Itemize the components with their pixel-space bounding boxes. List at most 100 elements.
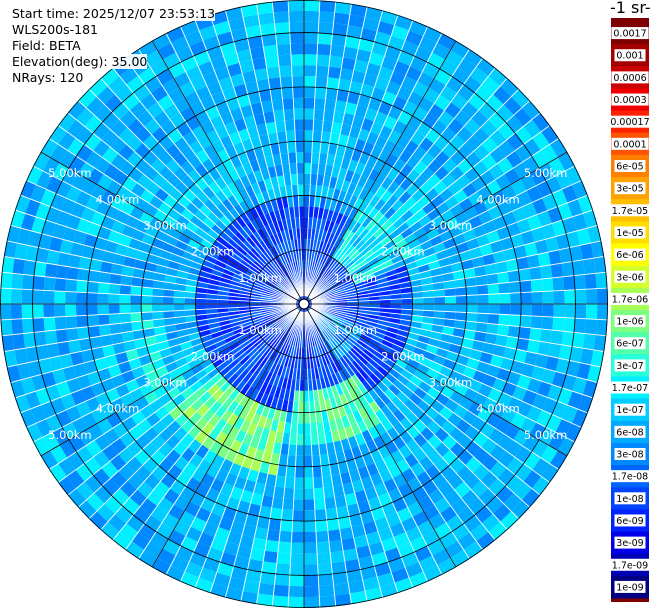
ray-gate [285, 411, 293, 423]
ray-gate [376, 365, 389, 377]
ray-gate [352, 326, 364, 334]
ray-gate [363, 249, 375, 260]
ray-gate [115, 84, 134, 103]
ray-separator [57, 308, 298, 484]
ray-gate [172, 201, 186, 215]
ray-gate [184, 244, 198, 256]
ray-gate [267, 278, 278, 287]
ray-gate [547, 206, 563, 224]
ray-gate [343, 391, 354, 404]
ray-gate [282, 97, 294, 110]
ray-gate [261, 292, 273, 298]
ray-gate [109, 323, 122, 335]
ray-gate [368, 238, 380, 250]
ray-gate [339, 356, 349, 368]
ray-gate [173, 426, 188, 442]
ray-gate [335, 383, 344, 396]
colorbar-tick-bg [611, 93, 649, 106]
ray-gate [437, 557, 456, 575]
ray-gate [500, 511, 519, 530]
ray-gate [432, 42, 451, 60]
ray-gate [489, 354, 504, 368]
colorbar-tick-bg [614, 536, 646, 549]
ray-gate [476, 284, 489, 295]
range-ring-label: 3.00km [429, 219, 472, 233]
ray-gate [555, 233, 570, 250]
ray-gate [52, 368, 67, 385]
ray-gate [522, 434, 540, 452]
ray-gate [422, 290, 435, 298]
ray-gate [273, 486, 285, 499]
ray-gate [358, 368, 370, 380]
ray-gate [304, 455, 313, 467]
ray-gate [93, 122, 111, 141]
ray-gate [222, 435, 235, 450]
ray-separator [310, 124, 551, 300]
ray-gate [315, 345, 321, 357]
ray-gate [268, 77, 282, 90]
ray-gate [322, 420, 332, 433]
ray-gate [205, 487, 221, 503]
ray-gate [342, 354, 352, 366]
ray-gate [252, 284, 264, 291]
ray-gate [280, 354, 288, 366]
range-ring-label: 3.00km [143, 219, 186, 233]
ray-gate [480, 471, 498, 489]
ray-separator [1, 271, 297, 304]
ray-gate [500, 78, 519, 97]
ray-gate [572, 259, 585, 276]
ray-gate [351, 374, 362, 386]
ray-gate [286, 141, 297, 153]
ray-gate [342, 257, 353, 268]
ray-gate [405, 526, 423, 543]
ray-gate [317, 320, 326, 330]
ray-gate [333, 315, 345, 322]
ray-gate [442, 272, 455, 282]
ray-separator [305, 6, 368, 297]
ray-gate [457, 506, 475, 524]
ray-gate [126, 514, 145, 533]
ray-gate [165, 143, 182, 159]
ray-gate [420, 426, 435, 442]
ray-gate [179, 81, 196, 98]
ray-gate [207, 211, 220, 225]
ray-gate [352, 253, 364, 264]
azimuth-spoke [303, 303, 568, 457]
ray-gate [391, 25, 410, 41]
ray-gate [310, 163, 319, 175]
ray-gate [233, 249, 245, 260]
ray-gate [221, 422, 234, 436]
ray-gate [144, 261, 158, 273]
ray-gate [345, 315, 357, 321]
ray-gate [526, 214, 542, 231]
ray-gate [423, 297, 435, 304]
ray-gate [287, 240, 293, 252]
ray-gate [321, 342, 329, 354]
ray-gate [558, 247, 573, 264]
ray-gate [339, 240, 349, 252]
ray-gate [180, 571, 199, 588]
ray-gate [118, 233, 132, 247]
ray-gate [529, 327, 542, 342]
ray-gate [67, 100, 87, 120]
ray-gate [489, 129, 507, 147]
ray-gate [216, 255, 229, 265]
ray-gate [373, 227, 385, 239]
ray-gate [280, 242, 288, 254]
colorbar-tick-label: 3e-05 [616, 184, 643, 195]
ray-separator [309, 309, 531, 508]
ray-gate [256, 516, 271, 530]
ray-gate [236, 500, 251, 514]
ray-gate [365, 345, 377, 356]
ray-gate [207, 367, 220, 380]
ray-separator [138, 310, 301, 560]
ray-gate [244, 80, 259, 95]
ray-gate [141, 311, 153, 322]
ray-gate [221, 185, 234, 199]
ray-gate [502, 211, 517, 227]
ray-gate [268, 211, 278, 223]
ray-gate [119, 523, 139, 542]
ray-gate [409, 536, 428, 552]
ray-gate [192, 342, 205, 353]
ray-gate [310, 173, 318, 186]
